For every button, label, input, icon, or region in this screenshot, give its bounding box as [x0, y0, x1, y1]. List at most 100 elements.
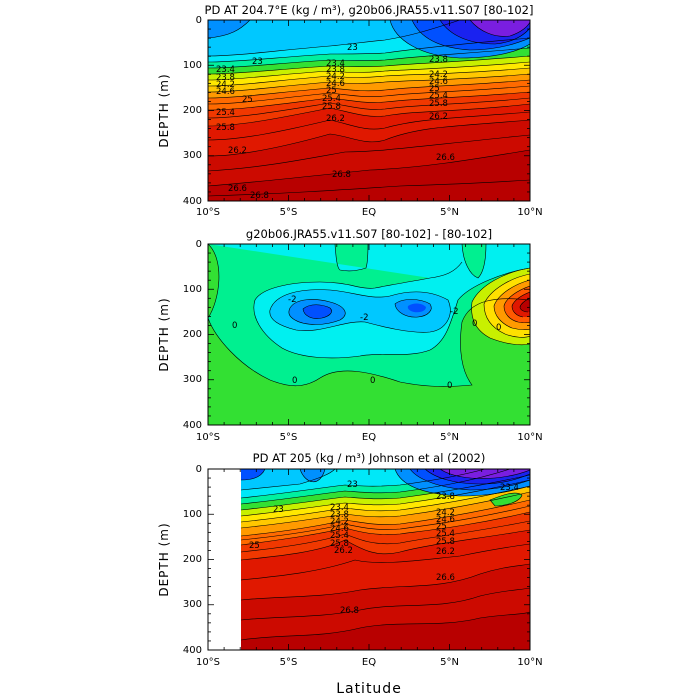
contour-label: 23 — [273, 505, 284, 515]
x-tick-label: EQ — [362, 432, 376, 443]
contour-label: 23.4 — [330, 503, 349, 513]
contour-label: 0 — [292, 376, 297, 386]
contour-label: 25.8 — [436, 537, 455, 547]
contour-label: -2 — [288, 295, 296, 305]
contour-label: 25 — [429, 84, 440, 94]
panel-3-axes: 0 100 200 300 400 10°S 5°S EQ 5°N 10°N D… — [157, 464, 543, 697]
p3-band-22.8 — [300, 469, 325, 482]
contour-label: 0 — [447, 381, 452, 391]
contour-label: 23 — [252, 57, 263, 67]
panel-1: PD AT 204.7°E (kg / m³), g20b06.JRA55.v1… — [157, 3, 543, 218]
contour-label: 26.6 — [436, 573, 455, 583]
x-tick-label: 10°N — [517, 432, 542, 443]
y-tick-label: 300 — [183, 599, 202, 610]
contour-label: 25.4 — [429, 91, 448, 101]
y-tick-label: 400 — [183, 196, 202, 207]
contour-label: 0 — [232, 321, 237, 331]
contour-label: 25.8 — [216, 123, 235, 133]
p3-contour-lines — [241, 469, 530, 641]
x-tick-label: 5°S — [280, 432, 298, 443]
x-tick-label: 5°N — [440, 207, 459, 218]
p3-band-patch — [490, 493, 522, 506]
p3-band-22.6 — [241, 469, 265, 480]
contour-label: 25.4 — [436, 529, 455, 539]
contour-label: 23.4 — [500, 483, 519, 493]
contour-label: 24.6 — [436, 515, 455, 525]
contour-label: 0 — [472, 319, 477, 329]
y-axis-label: DEPTH (m) — [157, 297, 171, 371]
x-tick-label: 5°N — [440, 657, 459, 668]
contour-label: 26.8 — [250, 191, 269, 201]
y-tick-label: 400 — [183, 420, 202, 431]
p2-band-neg4 — [303, 304, 332, 319]
p3-xticks: 10°S 5°S EQ 5°N 10°N — [196, 657, 543, 668]
p1-yticks: 0 100 200 300 400 — [183, 15, 202, 207]
contour-label: 23.8 — [326, 65, 345, 75]
contour-label: 24.6 — [330, 524, 349, 534]
panel-1-axes: 0 100 200 300 400 10°S 5°S EQ 5°N 10°N D… — [157, 15, 543, 218]
x-tick-label: 10°N — [517, 657, 542, 668]
panel-2-title: g20b06.JRA55.v11.S07 [80-102] - [80-102] — [246, 227, 492, 241]
contour-label: 25.8 — [330, 539, 349, 549]
contour-label: 25 — [249, 541, 260, 551]
contour-label: 25.8 — [322, 102, 341, 112]
p1-contour-labels: 23 23 23.4 23.8 24.2 24.6 25 25.4 25.8 2… — [216, 43, 455, 201]
contour-label: 25.4 — [216, 108, 235, 118]
x-tick-label: 10°S — [196, 432, 220, 443]
contour-label: 26.2 — [436, 547, 455, 557]
contour-label: 24.2 — [429, 70, 448, 80]
panel-3: PD AT 205 (kg / m³) Johnson et al (2002) — [157, 451, 543, 697]
x-tick-label: 10°S — [196, 207, 220, 218]
p2-contour-labels: -2 0 -2 -2 0 0 0 0 0 — [232, 295, 501, 391]
contour-label: 23.8 — [429, 55, 448, 65]
contour-label: 0 — [496, 323, 501, 333]
x-tick-label: EQ — [362, 207, 376, 218]
panel-1-field: 23 23 23.4 23.8 24.2 24.6 25 25.4 25.8 2… — [208, 20, 530, 201]
p3-contour-labels: 23 23 23.4 23.8 24.2 24.6 25 25.4 25.8 2… — [249, 480, 519, 616]
contour-label: 26.2 — [228, 146, 247, 156]
y-tick-label: 100 — [183, 509, 202, 520]
y-tick-label: 400 — [183, 645, 202, 656]
y-tick-label: 100 — [183, 60, 202, 71]
panel-3-field: 23 23 23.4 23.8 24.2 24.6 25 25.4 25.8 2… — [241, 469, 530, 650]
y-tick-label: 200 — [183, 329, 202, 340]
contour-label: 24.6 — [326, 79, 345, 89]
contour-label: 26.2 — [429, 112, 448, 122]
contour-label: 26.8 — [332, 170, 351, 180]
contour-label: 25.8 — [429, 99, 448, 109]
contour-label: 23.4 — [216, 65, 235, 75]
contour-label: 26.8 — [340, 606, 359, 616]
y-tick-label: 100 — [183, 284, 202, 295]
contour-label: 23 — [347, 480, 358, 490]
y-axis-label: DEPTH (m) — [157, 73, 171, 147]
y-tick-label: 300 — [183, 150, 202, 161]
contour-label: 25 — [242, 95, 253, 105]
contour-label: -2 — [450, 307, 458, 317]
y-tick-label: 300 — [183, 374, 202, 385]
y-tick-label: 200 — [183, 105, 202, 116]
contour-label: 0 — [370, 376, 375, 386]
p2-band-pos6 — [520, 298, 530, 312]
contour-label: 23.8 — [436, 492, 455, 502]
y-tick-label: 0 — [196, 464, 202, 475]
x-tick-label: 10°S — [196, 657, 220, 668]
panel-2: g20b06.JRA55.v11.S07 [80-102] - [80-102] — [157, 227, 543, 443]
contour-label: -2 — [360, 313, 368, 323]
contour-label: 26.2 — [334, 546, 353, 556]
y-axis-label: DEPTH (m) — [157, 522, 171, 596]
panel-3-title: PD AT 205 (kg / m³) Johnson et al (2002) — [253, 451, 486, 465]
p1-band-22 — [470, 20, 530, 37]
contour-label: 24.2 — [436, 508, 455, 518]
contour-label: 26.6 — [228, 184, 247, 194]
contour-label: 24.2 — [216, 80, 235, 90]
p2-band-neg4b — [407, 303, 426, 313]
x-tick-label: 5°S — [280, 207, 298, 218]
y-tick-label: 0 — [196, 239, 202, 250]
contour-label: 26.2 — [326, 114, 345, 124]
panel-2-field: -2 0 -2 -2 0 0 0 0 0 — [208, 244, 530, 425]
contour-label: 23.8 — [216, 73, 235, 83]
contour-label: 25.4 — [330, 531, 349, 541]
panel-1-title: PD AT 204.7°E (kg / m³), g20b06.JRA55.v1… — [205, 3, 534, 17]
x-tick-label: 5°N — [440, 432, 459, 443]
